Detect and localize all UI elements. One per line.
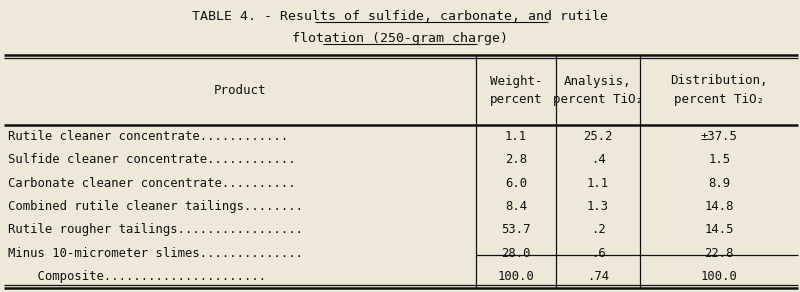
Text: Product: Product: [214, 84, 266, 96]
Text: 1.5: 1.5: [708, 153, 730, 166]
Text: Composite......................: Composite......................: [8, 270, 266, 283]
Text: .74: .74: [587, 270, 609, 283]
Text: 8.9: 8.9: [708, 177, 730, 190]
Text: percent TiO₂: percent TiO₂: [674, 93, 764, 105]
Text: 2.8: 2.8: [505, 153, 527, 166]
Text: .6: .6: [590, 246, 606, 260]
Text: 1.1: 1.1: [587, 177, 609, 190]
Text: 1.3: 1.3: [587, 200, 609, 213]
Text: Combined rutile cleaner tailings........: Combined rutile cleaner tailings........: [8, 200, 303, 213]
Text: Carbonate cleaner concentrate..........: Carbonate cleaner concentrate..........: [8, 177, 296, 190]
Text: 53.7: 53.7: [502, 223, 530, 236]
Text: 6.0: 6.0: [505, 177, 527, 190]
Text: Rutile cleaner concentrate............: Rutile cleaner concentrate............: [8, 130, 288, 143]
Text: Weight-: Weight-: [490, 74, 542, 88]
Text: 100.0: 100.0: [701, 270, 738, 283]
Text: percent TiO₂: percent TiO₂: [553, 93, 643, 105]
Text: TABLE 4. - Results of sulfide, carbonate, and rutile: TABLE 4. - Results of sulfide, carbonate…: [192, 10, 608, 23]
Text: .4: .4: [590, 153, 606, 166]
Text: Rutile rougher tailings.................: Rutile rougher tailings.................: [8, 223, 303, 236]
Text: flotation (250-gram charge): flotation (250-gram charge): [292, 32, 508, 45]
Text: Minus 10-micrometer slimes..............: Minus 10-micrometer slimes..............: [8, 246, 303, 260]
Text: Analysis,: Analysis,: [564, 74, 632, 88]
Text: 25.2: 25.2: [583, 130, 613, 143]
Text: 100.0: 100.0: [498, 270, 534, 283]
Text: 1.1: 1.1: [505, 130, 527, 143]
Text: 8.4: 8.4: [505, 200, 527, 213]
Text: Sulfide cleaner concentrate............: Sulfide cleaner concentrate............: [8, 153, 296, 166]
Text: ±37.5: ±37.5: [701, 130, 738, 143]
Text: Distribution,: Distribution,: [670, 74, 768, 88]
Text: 22.8: 22.8: [705, 246, 734, 260]
Text: percent: percent: [490, 93, 542, 105]
Text: 14.5: 14.5: [705, 223, 734, 236]
Text: 14.8: 14.8: [705, 200, 734, 213]
Text: 28.0: 28.0: [502, 246, 530, 260]
Text: .2: .2: [590, 223, 606, 236]
